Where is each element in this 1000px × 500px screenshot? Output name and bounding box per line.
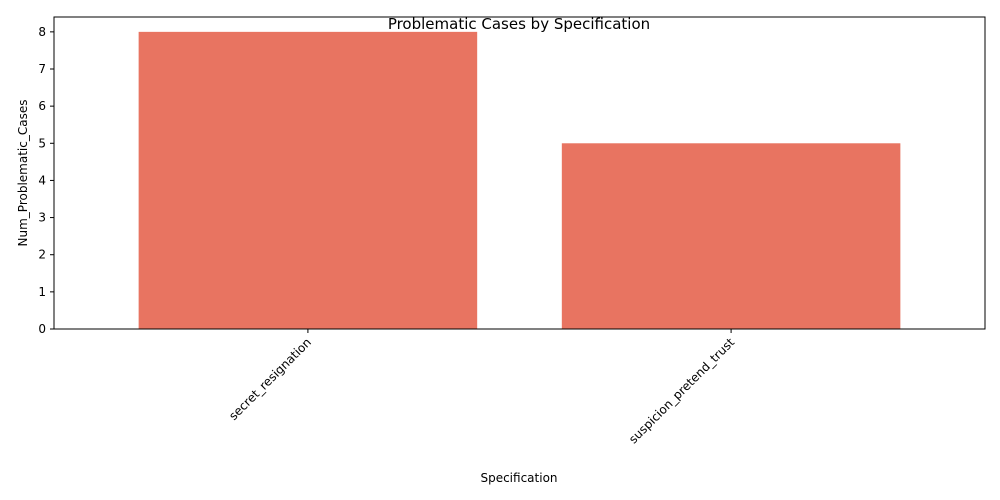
y-axis-label: Num_Problematic_Cases: [16, 100, 30, 247]
y-tick-label: 0: [38, 322, 46, 336]
y-tick-label: 7: [38, 62, 46, 76]
x-axis-ticks: secret_resignation suspicion_pretend_trus…: [226, 329, 737, 446]
y-tick-label: 6: [38, 99, 46, 113]
x-tick-label: suspicion_pretend_trust: [626, 335, 737, 446]
plot-frame: [53, 16, 986, 330]
bar-suspicion-pretend-trust: [561, 143, 901, 329]
x-axis-label: Specification: [480, 471, 557, 485]
bar-secret-resignation: [138, 31, 478, 329]
y-tick-label: 3: [38, 211, 46, 225]
y-tick-label: 5: [38, 136, 46, 150]
y-tick-label: 4: [38, 173, 46, 187]
chart-title: Problematic Cases by Specification: [388, 15, 650, 33]
y-axis-ticks: 0 1 2 3 4 5 6 7 8: [38, 25, 54, 336]
y-tick-label: 1: [38, 285, 46, 299]
y-tick-label: 8: [38, 25, 46, 39]
y-tick-label: 2: [38, 248, 46, 262]
bars: [138, 31, 901, 329]
x-tick-label: secret_resignation: [226, 335, 314, 423]
